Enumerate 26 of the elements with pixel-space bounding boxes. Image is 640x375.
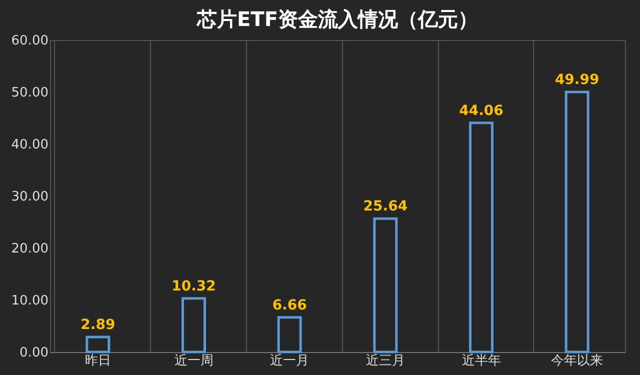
bar xyxy=(469,122,494,354)
x-tick-label: 今年以来 xyxy=(551,354,604,368)
data-label: 2.89 xyxy=(80,316,116,333)
chart-title: 芯片ETF资金流入情况（亿元） xyxy=(196,7,478,31)
x-tick-label: 近一周 xyxy=(174,354,214,368)
data-label: 6.66 xyxy=(272,297,307,314)
bar xyxy=(564,90,590,354)
bar xyxy=(373,217,398,354)
x-tick-label: 昨日 xyxy=(84,354,111,368)
x-tick-label: 近三月 xyxy=(366,354,405,368)
y-tick-label: 40.00 xyxy=(11,138,48,152)
data-label: 44.06 xyxy=(459,102,504,119)
y-tick-label: 30.00 xyxy=(11,190,48,204)
bar xyxy=(277,316,302,354)
y-tick-label: 50.00 xyxy=(11,86,48,100)
x-tick-label: 近半年 xyxy=(462,354,501,368)
y-tick-label: 60.00 xyxy=(11,34,48,48)
data-label: 49.99 xyxy=(554,72,600,88)
data-label: 10.32 xyxy=(172,278,216,294)
bar xyxy=(182,297,206,354)
x-tick-label: 近一月 xyxy=(270,354,310,368)
y-tick-label: 0.00 xyxy=(20,346,48,360)
y-tick-label: 10.00 xyxy=(11,294,48,308)
data-label: 25.64 xyxy=(363,198,408,215)
bar xyxy=(86,336,110,354)
y-tick-label: 20.00 xyxy=(11,242,48,256)
